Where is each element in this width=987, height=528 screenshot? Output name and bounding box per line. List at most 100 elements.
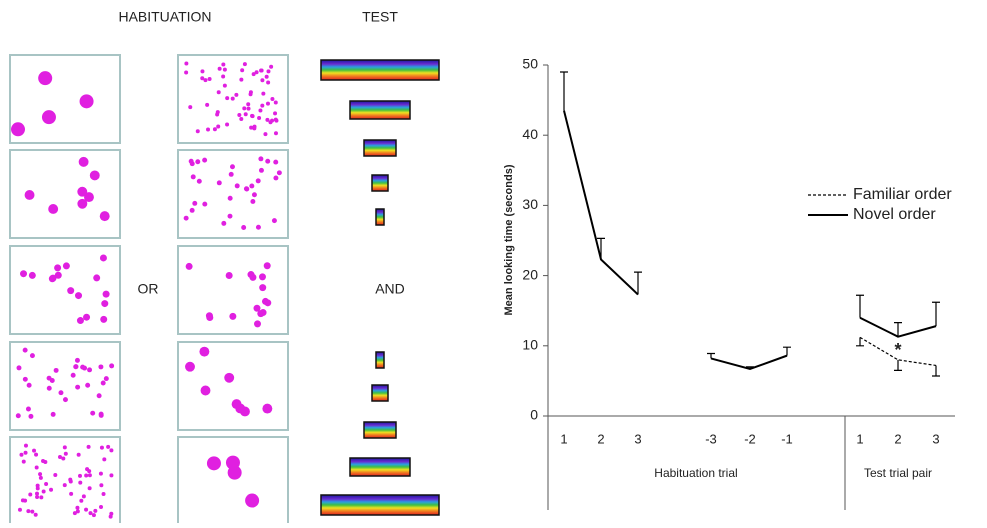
dot bbox=[221, 62, 226, 67]
dot bbox=[261, 297, 269, 305]
dot bbox=[249, 183, 255, 189]
dot bbox=[96, 393, 102, 399]
dot bbox=[212, 127, 217, 132]
dot bbox=[273, 175, 279, 181]
error-bar bbox=[932, 365, 940, 377]
dot bbox=[99, 505, 104, 510]
dot bbox=[242, 62, 247, 67]
error-bar bbox=[783, 346, 791, 356]
dot bbox=[77, 186, 88, 197]
dot bbox=[98, 364, 104, 370]
dot bbox=[50, 411, 56, 417]
series-line bbox=[563, 110, 639, 296]
dot bbox=[250, 198, 256, 204]
dot bbox=[243, 112, 248, 117]
dot bbox=[41, 489, 46, 494]
dot bbox=[77, 198, 88, 209]
dot bbox=[215, 112, 220, 117]
dot bbox=[16, 365, 22, 371]
dot bbox=[98, 471, 103, 476]
dot bbox=[270, 97, 275, 102]
dot bbox=[261, 91, 266, 96]
error-bar bbox=[856, 294, 864, 318]
dot bbox=[195, 129, 200, 134]
dot bbox=[273, 159, 279, 165]
test-bar bbox=[371, 174, 389, 192]
dot bbox=[33, 512, 38, 517]
dot bbox=[188, 105, 193, 110]
dot bbox=[63, 451, 68, 456]
dot bbox=[78, 480, 83, 485]
dot bbox=[200, 76, 205, 81]
dot bbox=[38, 472, 43, 477]
dot bbox=[252, 126, 257, 131]
dot bbox=[72, 511, 77, 516]
x-tick-label: -2 bbox=[744, 431, 756, 446]
dot bbox=[221, 220, 227, 226]
error-bar bbox=[894, 359, 902, 371]
dot bbox=[258, 108, 263, 113]
or-label: OR bbox=[138, 281, 159, 297]
stimulus-panel bbox=[177, 341, 289, 431]
test-bar bbox=[320, 59, 440, 81]
dot bbox=[17, 507, 22, 512]
dot bbox=[83, 313, 91, 321]
dot bbox=[23, 498, 28, 503]
dot bbox=[101, 300, 109, 308]
dot bbox=[216, 90, 221, 95]
dot bbox=[75, 384, 81, 390]
dot bbox=[249, 125, 254, 130]
dot bbox=[200, 69, 205, 74]
dot bbox=[185, 361, 195, 372]
dot bbox=[48, 204, 59, 214]
dot bbox=[41, 110, 56, 125]
dot bbox=[88, 511, 93, 516]
dot bbox=[62, 483, 67, 488]
test-bar bbox=[375, 208, 385, 226]
dot bbox=[239, 77, 244, 82]
x-tick-label: 3 bbox=[932, 431, 939, 446]
dot bbox=[264, 74, 269, 79]
dot bbox=[28, 492, 33, 497]
dot bbox=[222, 83, 227, 88]
dot bbox=[87, 367, 93, 373]
dot bbox=[242, 106, 247, 111]
dot bbox=[246, 106, 251, 111]
dot bbox=[259, 68, 264, 73]
dot bbox=[108, 514, 113, 519]
dot bbox=[255, 224, 261, 230]
dot bbox=[62, 397, 68, 403]
error-bar bbox=[597, 237, 605, 260]
y-tick-label: 40 bbox=[522, 126, 538, 142]
error-bar bbox=[707, 352, 715, 359]
dot bbox=[192, 200, 198, 206]
dot bbox=[26, 509, 31, 514]
dot bbox=[26, 382, 32, 388]
x-tick-label: 2 bbox=[894, 431, 901, 446]
stimulus-panel bbox=[9, 341, 121, 431]
dot bbox=[240, 68, 245, 73]
dot bbox=[271, 218, 277, 224]
dot bbox=[217, 66, 222, 71]
dot bbox=[199, 346, 210, 357]
dot bbox=[200, 385, 211, 396]
dot bbox=[203, 78, 208, 83]
dot bbox=[205, 102, 210, 107]
test-bar bbox=[375, 351, 385, 369]
dot bbox=[245, 493, 260, 508]
dot bbox=[75, 292, 83, 300]
dot bbox=[239, 116, 244, 121]
dot bbox=[46, 385, 52, 391]
x-tick-label: 1 bbox=[560, 431, 567, 446]
dot bbox=[251, 72, 256, 77]
dot bbox=[91, 513, 96, 518]
dot bbox=[43, 459, 48, 464]
dot bbox=[262, 403, 273, 414]
dot bbox=[80, 364, 86, 370]
dot bbox=[81, 494, 86, 499]
dot bbox=[254, 320, 262, 328]
dot bbox=[259, 284, 267, 292]
dot bbox=[84, 473, 89, 478]
dot bbox=[100, 380, 106, 386]
dot bbox=[35, 491, 40, 496]
